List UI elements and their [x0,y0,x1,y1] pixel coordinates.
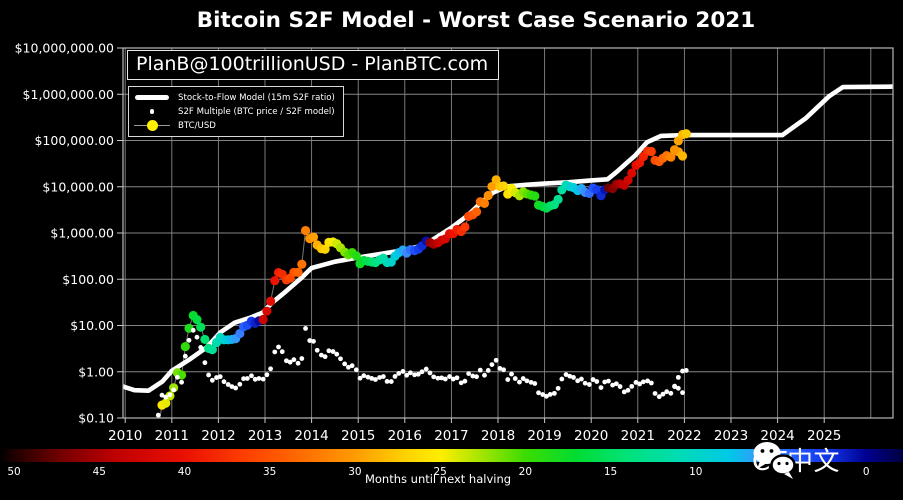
s2f-multiple-dots [155,326,689,418]
plot-frame [122,47,894,419]
svg-text:2024: 2024 [760,428,794,444]
svg-text:30: 30 [348,466,361,478]
x-axis-ticks: 2010 2011 2012 2013 2014 2015 2016 2017 2018 2019… [108,418,841,444]
svg-text:2011: 2011 [155,428,189,444]
svg-text:2016: 2016 [388,428,422,444]
svg-text:$1.00: $1.00 [78,364,114,379]
legend-item-btcusd: BTC/USD [134,120,335,131]
page-title: Bitcoin S2F Model - Worst Case Scenario … [196,8,756,33]
svg-text:$10,000,000.00: $10,000,000.00 [15,41,114,56]
svg-text:2012: 2012 [201,428,235,444]
svg-text:25: 25 [433,466,446,478]
svg-text:2013: 2013 [248,428,282,444]
svg-text:35: 35 [263,466,276,478]
halving-colorbar [0,449,903,462]
svg-text:2021: 2021 [621,428,655,444]
svg-text:50: 50 [7,466,20,478]
svg-text:15: 15 [604,466,617,478]
legend-label-model: Stock-to-Flow Model (15m S2F ratio) [178,92,335,103]
wechat-icon [753,442,796,479]
svg-text:2025: 2025 [807,428,841,444]
legend-label-multiple: S2F Multiple (BTC price / S2F model) [178,106,335,117]
colorbar-axis-label: Months until next halving [364,472,512,486]
btcusd-dot-swatch [134,120,170,131]
svg-text:45: 45 [93,466,106,478]
svg-text:2020: 2020 [574,428,608,444]
svg-text:$1,000.00: $1,000.00 [50,226,114,241]
plot-area [123,84,893,418]
svg-text:2010: 2010 [108,428,142,444]
svg-text:20: 20 [519,466,532,478]
legend-item-multiple: S2F Multiple (BTC price / S2F model) [134,106,335,117]
y-axis-ticks: $10,000,000.00 $1,000,000.00 $100,000.00 $1… [15,41,123,426]
svg-text:$1,000,000.00: $1,000,000.00 [23,87,114,102]
svg-text:$10.00: $10.00 [70,318,114,333]
svg-text:2023: 2023 [714,428,748,444]
svg-text:0: 0 [863,466,870,478]
annotation-box: PlanB@100trillionUSD - PlanBTC.com [127,50,500,80]
btcusd-dots [157,129,691,410]
svg-text:$10,000.00: $10,000.00 [42,179,114,194]
svg-text:2014: 2014 [294,428,328,444]
svg-text:2015: 2015 [341,428,375,444]
svg-text:$100.00: $100.00 [62,272,114,287]
svg-text:2018: 2018 [481,428,515,444]
model-line-swatch [134,92,170,103]
svg-text:$100,000.00: $100,000.00 [34,133,114,148]
svg-text:2017: 2017 [434,428,468,444]
svg-text:40: 40 [178,466,191,478]
svg-text:2022: 2022 [667,428,701,444]
svg-text:$0.10: $0.10 [78,411,114,426]
legend-item-model: Stock-to-Flow Model (15m S2F ratio) [134,92,335,103]
legend-label-btcusd: BTC/USD [178,120,216,131]
watermark: CT中文 [752,441,840,479]
svg-text:2019: 2019 [527,428,561,444]
colorbar-ticks: 50454035302520151050 [7,466,869,478]
multiple-dot-swatch [134,106,170,117]
chart-legend: Stock-to-Flow Model (15m S2F ratio) S2F … [128,86,344,137]
svg-text:10: 10 [689,466,702,478]
